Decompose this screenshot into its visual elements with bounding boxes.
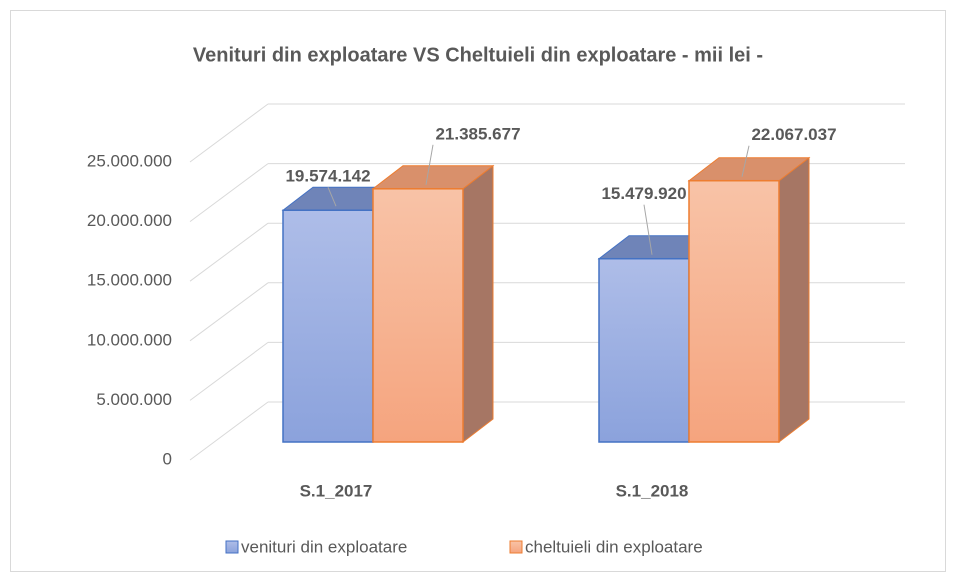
leader-line [327, 187, 337, 207]
y-tick-label: 0 [163, 449, 172, 468]
grid-line-side [189, 282, 269, 342]
x-tick-label: S.1_2018 [616, 481, 689, 500]
data-label: 22.067.037 [751, 125, 836, 144]
bar-side [778, 156, 810, 444]
grid-line-side [189, 401, 269, 461]
grid-line-side [189, 341, 269, 401]
legend-swatch [509, 540, 523, 554]
legend-label: cheltuieli din exploatare [525, 537, 703, 556]
data-label: 21.385.677 [435, 124, 520, 143]
bar [282, 209, 374, 443]
grid-line-side [189, 222, 269, 282]
leader-line [425, 144, 434, 185]
leader-line [643, 204, 653, 255]
bar [688, 179, 780, 443]
y-tick-label: 5.000.000 [96, 390, 172, 409]
y-tick-label: 25.000.000 [87, 151, 172, 170]
data-label: 19.574.142 [285, 167, 370, 186]
grid-line-side [189, 103, 269, 163]
x-tick-label: S.1_2017 [300, 481, 373, 500]
grid-line-side [189, 163, 269, 223]
chart-title: Venituri din exploatare VS Cheltuieli di… [193, 44, 763, 66]
bar [598, 257, 690, 443]
y-tick-label: 20.000.000 [87, 211, 172, 230]
y-tick-label: 15.000.000 [87, 271, 172, 290]
legend-label: venituri din exploatare [241, 537, 407, 556]
y-tick-label: 10.000.000 [87, 330, 172, 349]
data-label: 15.479.920 [601, 184, 686, 203]
bar-side [462, 164, 494, 444]
bar [372, 188, 464, 443]
legend-swatch [225, 540, 239, 554]
leader-line [741, 145, 750, 177]
